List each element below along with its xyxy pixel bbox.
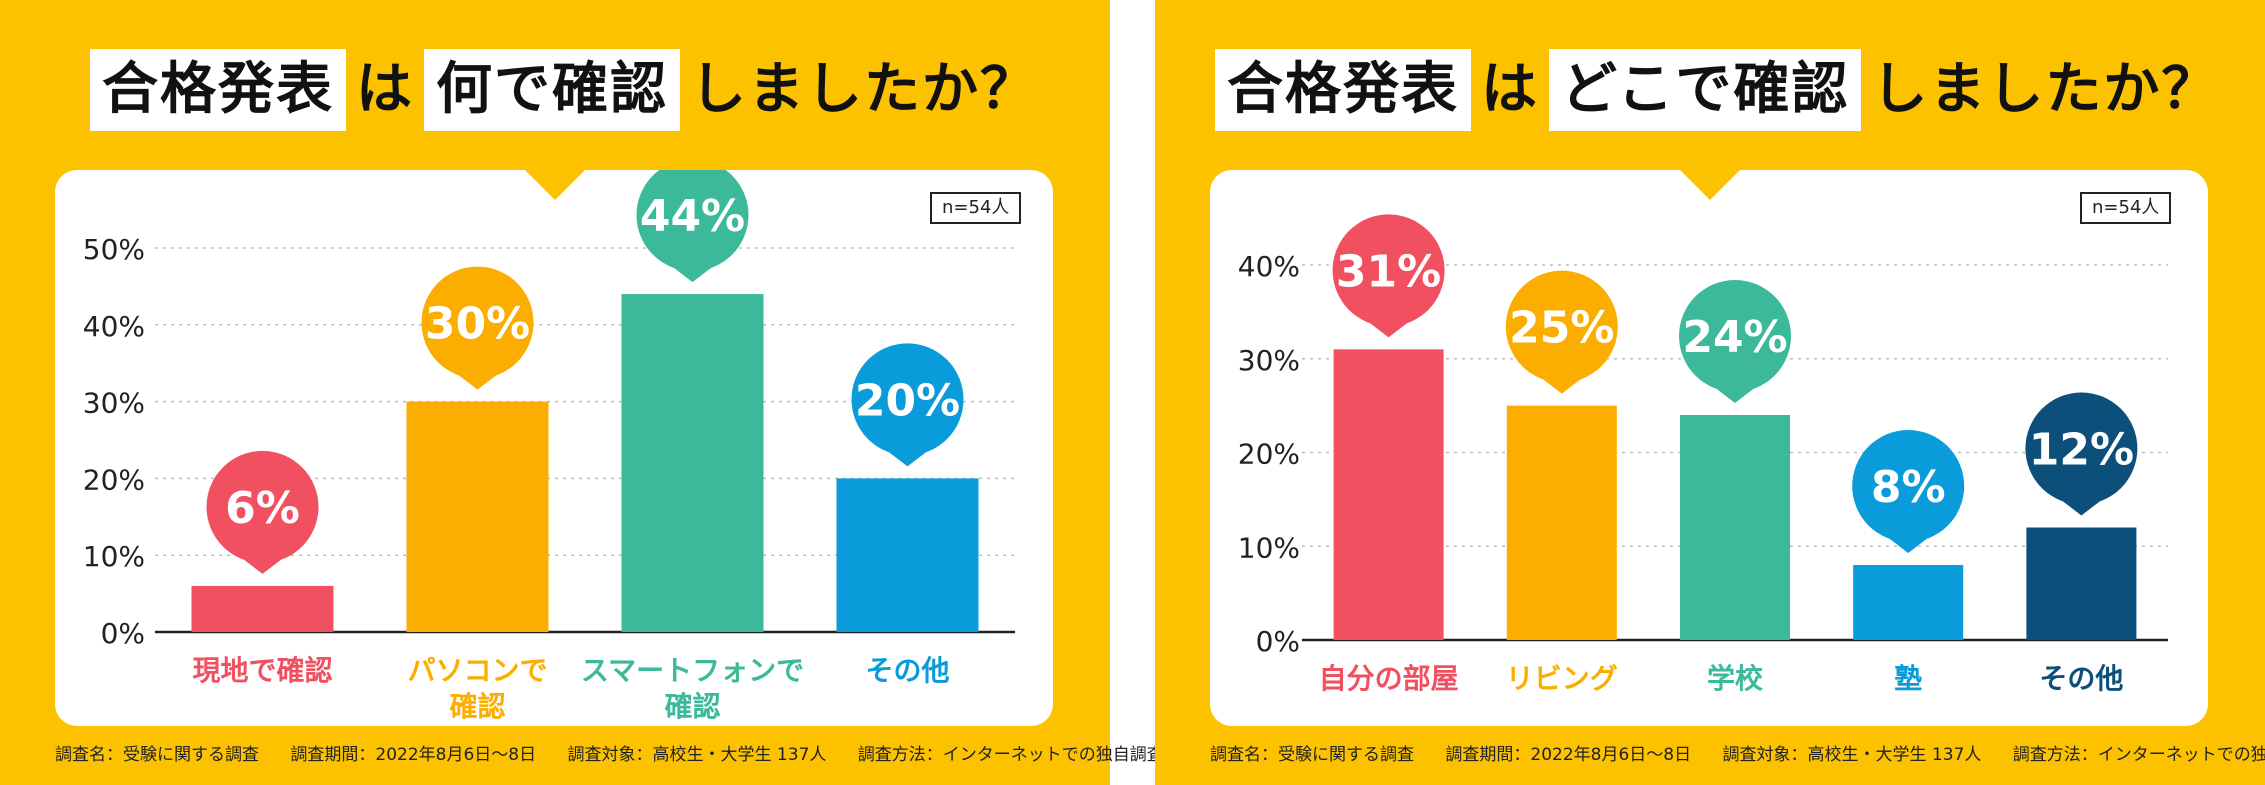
left-footer-survey-name: 調査名：受験に関する調査 (55, 745, 259, 765)
right-value-label: 24% (1682, 312, 1787, 363)
right-value-label: 31% (1336, 246, 1441, 297)
left-value-pin (636, 170, 749, 283)
right-footer-survey-method: 調査方法：インターネットでの独自調査 (2012, 745, 2265, 765)
right-value-label: 25% (1509, 303, 1614, 354)
left-ytick-label: 50% (83, 233, 145, 266)
left-sample-size-badge: n=54人 (930, 192, 1022, 224)
left-bar (191, 585, 334, 632)
right-value-pin (1505, 270, 1618, 394)
right-ytick-label: 0% (1256, 625, 1300, 658)
right-footer: 調査名：受験に関する調査 調査期間：2022年8月6日〜8日 調査対象：高校生・… (1210, 740, 2265, 765)
left-bar-chart: 0%10%20%30%40%50%6%現地で確認30%パソコンで確認44%スマー… (83, 170, 1015, 723)
left-ytick-label: 0% (101, 617, 145, 650)
left-category-label: パソコンで (407, 654, 547, 687)
right-title-part-2: は (1481, 57, 1539, 122)
left-title: 合格発表 は 何で確認 しましたか？ (90, 48, 1070, 132)
left-category-label: 現地で確認 (192, 654, 332, 687)
left-ytick-label: 20% (83, 463, 145, 496)
right-value-pin (1332, 214, 1445, 338)
left-value-pin (421, 266, 534, 390)
right-bar-chart: 0% 10% 20% 30% 40% 31% 自分の部屋 25% リビング 24% 学校 8% 塾 12%… (1238, 214, 2168, 695)
right-value-pin (1852, 430, 1965, 553)
right-title-part-1: 合格発表 (1215, 49, 1471, 131)
left-value-label: 44% (640, 191, 745, 242)
right-title-part-3: どこで確認 (1549, 49, 1862, 131)
right-ytick-label: 30% (1238, 344, 1300, 377)
left-value-pin (206, 450, 319, 574)
right-bar (2026, 527, 2137, 640)
left-category-label: 確認 (664, 690, 720, 723)
right-category-label: リビング (1506, 662, 1618, 695)
left-value-label: 30% (425, 299, 530, 350)
right-category-label: 学校 (1707, 662, 1764, 695)
right-ytick-label: 20% (1238, 438, 1300, 471)
right-category-label: 塾 (1894, 662, 1922, 695)
left-title-part-3: 何で確認 (424, 49, 680, 131)
left-ytick-label: 40% (83, 310, 145, 343)
left-title-part-1: 合格発表 (90, 49, 346, 131)
left-category-label: その他 (865, 654, 949, 687)
right-footer-survey-target: 調査対象：高校生・大学生 137人 (1722, 745, 1982, 765)
left-ytick-label: 10% (83, 540, 145, 573)
right-category-label: その他 (2039, 662, 2123, 695)
right-value-pin (2025, 392, 2138, 516)
left-value-pin (851, 343, 964, 467)
right-card-notch (1680, 170, 1740, 202)
left-footer-survey-target: 調査対象：高校生・大学生 137人 (567, 745, 827, 765)
left-footer-survey-period: 調査期間：2022年8月6日〜8日 (290, 745, 537, 765)
right-ytick-label: 10% (1238, 531, 1300, 564)
right-bar (1333, 349, 1444, 640)
left-title-part-4: しましたか？ (690, 57, 1038, 122)
right-value-label: 8% (1871, 462, 1946, 513)
right-category-label: 自分の部屋 (1319, 662, 1459, 695)
right-bar (1680, 415, 1790, 640)
left-title-part-2: は (356, 57, 414, 122)
left-footer: 調査名：受験に関する調査 調査期間：2022年8月6日〜8日 調査対象：高校生・… (55, 740, 1190, 765)
right-value-pin (1679, 280, 1791, 403)
left-bar (836, 478, 979, 632)
right-sample-size-badge: n=54人 (2080, 192, 2172, 224)
left-bar (621, 294, 764, 632)
left-value-label: 20% (855, 375, 960, 426)
right-panel: 合格発表 は どこで確認 しましたか？ 0% 10% 20% 30% 40% 31% 自分の… (1155, 0, 2265, 785)
left-category-label: スマートフォンで (581, 654, 804, 687)
right-title: 合格発表 は どこで確認 しましたか？ (1215, 48, 2225, 132)
left-panel: 合格発表 は 何で確認 しましたか？ 0% 10% 20% 30% 40% 50% 6% 現地… (0, 0, 1164, 785)
right-bar (1853, 565, 1964, 640)
right-bar (1506, 405, 1617, 640)
right-title-part-4: しましたか？ (1871, 57, 2220, 122)
right-footer-survey-name: 調査名：受験に関する調査 (1210, 745, 1414, 765)
left-value-label: 6% (225, 483, 300, 534)
left-ytick-label: 30% (83, 387, 145, 420)
right-value-label: 12% (2029, 425, 2134, 476)
left-chart-card: 0% 10% 20% 30% 40% 50% 6% 現地で確認 30% パソコンで 確認 44% スマー… (55, 170, 1053, 726)
left-card-notch (525, 170, 585, 202)
left-bar (406, 401, 549, 632)
right-chart-card: 0% 10% 20% 30% 40% 31% 自分の部屋 25% リビング 24% 学校 8% 塾 12%… (1210, 170, 2208, 726)
left-footer-survey-method: 調査方法：インターネットでの独自調査 (857, 745, 1164, 765)
right-footer-survey-period: 調査期間：2022年8月6日〜8日 (1445, 745, 1692, 765)
right-ytick-label: 40% (1238, 250, 1300, 283)
left-category-label: 確認 (449, 690, 505, 723)
